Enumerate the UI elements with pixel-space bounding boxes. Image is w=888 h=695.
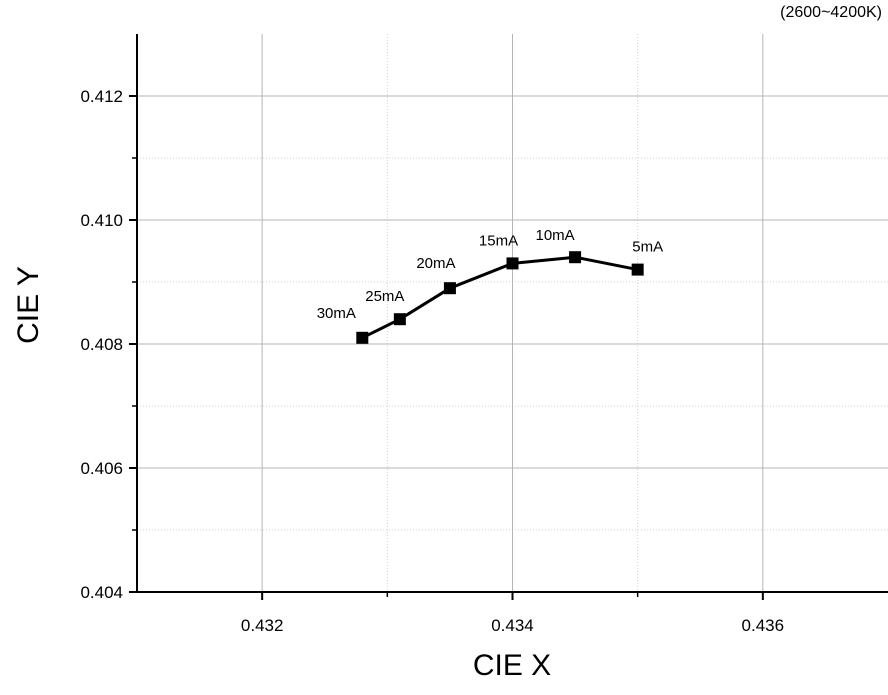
y-tick-label: 0.412	[80, 87, 123, 106]
data-point-marker	[443, 282, 456, 295]
y-tick-label: 0.410	[80, 211, 123, 230]
x-axis-label: CIE X	[473, 649, 551, 682]
grid	[137, 34, 888, 592]
y-tick-label: 0.406	[80, 459, 123, 478]
x-tick-label: 0.434	[491, 616, 534, 635]
data-point-label: 10mA	[535, 227, 574, 244]
chart-corner-note: (2600~4200K)	[780, 4, 882, 21]
data-point-marker	[506, 257, 519, 270]
data-point-label: 15mA	[479, 232, 518, 249]
data-point-label: 5mA	[632, 239, 663, 256]
y-tick-label: 0.404	[80, 583, 123, 602]
data-point-marker	[393, 313, 406, 326]
data-point-label: 25mA	[365, 288, 404, 305]
axes: 0.404 0.406 0.408 0.410 0.412 0.432 0.434 0.436	[80, 34, 888, 635]
y-tick-label: 0.408	[80, 335, 123, 354]
series-line	[361, 255, 638, 340]
data-point-marker	[631, 263, 644, 276]
data-point-label: 30mA	[317, 305, 356, 322]
data-point-marker	[356, 331, 369, 344]
x-tick-label: 0.436	[742, 616, 785, 635]
data-point-label: 20mA	[416, 255, 455, 272]
x-tick-label: 0.432	[241, 616, 284, 635]
series-layer: 30mA 25mA 20mA 15mA 10mA 5mA	[317, 227, 663, 344]
y-axis-label: CIE Y	[12, 266, 45, 344]
data-point-marker	[569, 251, 582, 264]
